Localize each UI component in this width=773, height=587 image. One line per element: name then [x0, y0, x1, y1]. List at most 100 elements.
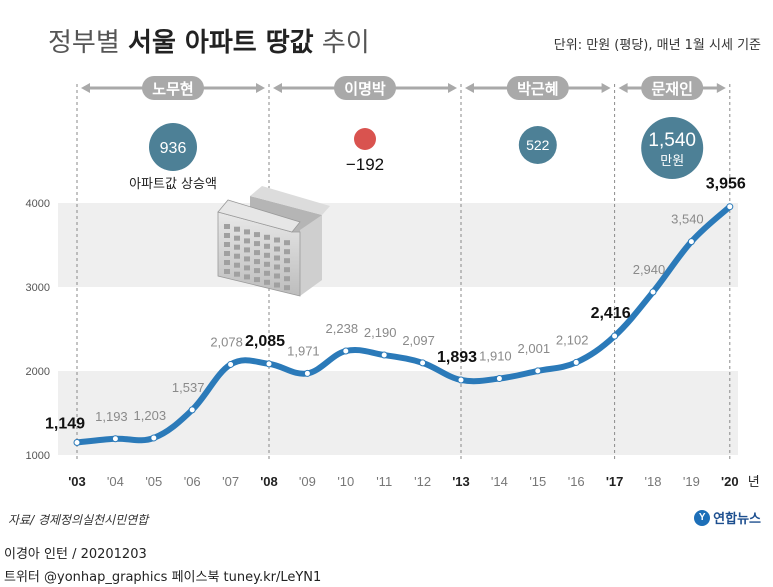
era-change-unit: 만원: [660, 154, 684, 169]
building-window: [264, 243, 270, 249]
building-window: [264, 261, 270, 267]
era-change-bubble-0: [149, 123, 197, 171]
era-name-0: 노무현: [152, 80, 193, 98]
x-tick-label-14: '17: [606, 474, 624, 489]
building-window: [244, 274, 250, 280]
building-window: [254, 232, 260, 238]
x-axis-suffix: 년: [748, 475, 760, 490]
data-point-2: [150, 434, 158, 442]
era-change-caption: 아파트값 상승액: [129, 177, 217, 192]
x-tick-label-9: '12: [414, 474, 431, 489]
byline: 이경아 인턴 / 20201203: [4, 547, 147, 562]
era-bars: 노무현 이명박 박근혜 문재인: [81, 76, 726, 100]
building-window: [264, 270, 270, 276]
source-note: 자료/ 경제정의실천시민연합: [8, 513, 149, 527]
data-point-12: [534, 367, 542, 375]
x-tick-label-8: '11: [376, 474, 392, 489]
data-label-2: 1,203: [134, 408, 167, 423]
x-tick-label-15: '18: [645, 474, 662, 489]
building-window: [234, 235, 240, 241]
building-window: [264, 279, 270, 285]
building-window: [224, 242, 230, 247]
logo-text: 연합뉴스: [713, 512, 761, 527]
x-tick-label-3: '06: [184, 474, 201, 489]
building-window: [274, 282, 280, 288]
era-bar-left-arrow-2: [465, 83, 474, 93]
era-change-value-0: 936: [160, 140, 187, 157]
era-change-bubble-2: [518, 126, 557, 164]
building-window: [254, 268, 260, 274]
building-window: [284, 285, 290, 291]
era-bar-right-arrow-3: [716, 83, 726, 93]
building-window: [244, 256, 250, 262]
era-name-3: 문재인: [651, 80, 692, 98]
era-change-value-1: −192: [346, 155, 384, 174]
data-point-15: [649, 288, 657, 296]
data-label-4: 2,078: [210, 334, 243, 349]
title-bold: 서울 아파트 땅값: [128, 28, 314, 58]
data-point-7: [342, 347, 350, 355]
data-point-1: [111, 435, 119, 443]
x-tick-label-12: '15: [529, 474, 546, 489]
building-window: [224, 260, 230, 265]
data-label-14: 2,416: [591, 305, 631, 322]
data-point-4: [227, 360, 235, 368]
building-window: [284, 267, 290, 273]
data-point-3: [188, 406, 196, 414]
x-tick-label-1: '04: [107, 474, 124, 489]
x-tick-label-5: '08: [260, 474, 278, 489]
data-point-13: [572, 358, 580, 366]
band-1: [58, 203, 738, 287]
data-label-5: 2,085: [245, 333, 285, 350]
era-name-pill-0: [142, 76, 204, 100]
building-window: [244, 238, 250, 244]
building-window: [264, 252, 270, 258]
era-bar-right-arrow-1: [448, 83, 457, 93]
building-window: [284, 258, 290, 264]
era-change-value-3: 1,540: [648, 130, 696, 151]
building-window: [224, 251, 230, 256]
building-window: [244, 265, 250, 271]
apartment-building-icon: [217, 186, 330, 297]
social-links: 트위터 @yonhap_graphics 페이스북 tuney.kr/LeYN1: [4, 570, 322, 585]
x-tick-label-7: '10: [337, 474, 354, 489]
data-point-11: [495, 375, 503, 383]
building-window: [254, 241, 260, 247]
data-label-12: 2,001: [518, 341, 551, 356]
title-light: 정부별: [48, 28, 120, 58]
y-tick-label-3: 4000: [26, 198, 50, 210]
yonhap-logo-icon: Y: [694, 509, 711, 526]
building-window: [234, 271, 240, 277]
y-tick-label-1: 2000: [26, 366, 50, 378]
building-window: [234, 226, 240, 232]
data-label-13: 2,102: [556, 332, 589, 347]
data-point-9: [419, 359, 427, 367]
background-bands: [58, 203, 738, 455]
building-window: [274, 237, 280, 243]
data-label-1: 1,193: [95, 409, 128, 424]
data-point-10: [457, 376, 465, 384]
building-window: [264, 234, 270, 240]
building-window: [244, 247, 250, 253]
building-window: [244, 229, 250, 235]
data-point-0: [73, 438, 81, 446]
building-window: [254, 277, 260, 283]
band-0: [58, 371, 738, 455]
era-name-2: 박근혜: [517, 80, 558, 98]
data-label-8: 2,190: [364, 325, 397, 340]
building-window: [284, 240, 290, 246]
era-bar-left-arrow-3: [618, 83, 628, 93]
x-tick-label-11: '14: [491, 474, 508, 489]
building-window: [234, 253, 240, 259]
era-guides: [76, 84, 731, 460]
data-point-6: [303, 369, 311, 377]
data-label-16: 3,540: [671, 212, 704, 227]
data-point-17: [726, 203, 734, 211]
data-point-16: [687, 238, 695, 246]
data-label-11: 1,910: [479, 349, 512, 364]
data-point-14: [611, 332, 619, 340]
building-window: [254, 259, 260, 265]
